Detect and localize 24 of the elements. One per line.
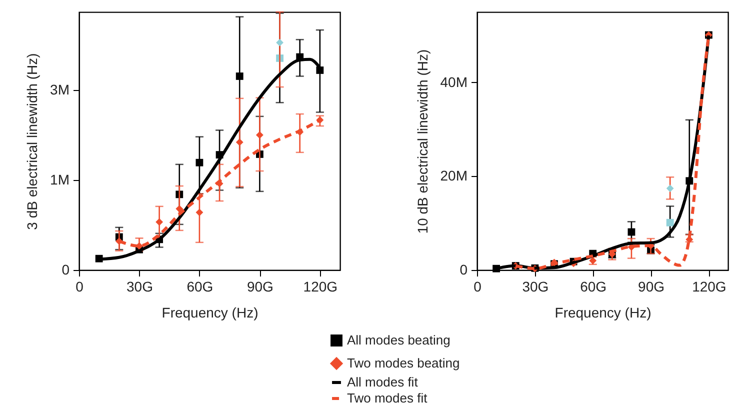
x-tick-label: 120G: [692, 278, 726, 294]
x-axis-title: Frequency (Hz): [162, 304, 258, 320]
x-tick-label: 0: [474, 278, 482, 294]
x-tick-label: 90G: [246, 278, 274, 294]
legend-label: Two modes beating: [347, 356, 460, 370]
y-axis-title: 3 dB electrical linewidth (Hz): [24, 53, 40, 230]
y-tick-label: 1M: [50, 172, 70, 188]
y-tick-label: 0: [460, 262, 468, 278]
y-tick-label: 0: [62, 262, 70, 278]
x-axis-title: Frequency (Hz): [554, 304, 652, 320]
x-tick-label: 30G: [522, 278, 549, 294]
legend-label: Two modes fit: [347, 390, 428, 406]
legend-label: All modes fit: [347, 374, 418, 390]
x-tick-label: 0: [76, 278, 84, 294]
y-tick-label: 3M: [50, 82, 70, 98]
y-tick-label: 40M: [440, 74, 468, 90]
x-tick-label: 90G: [638, 278, 665, 294]
x-tick-label: 60G: [580, 278, 607, 294]
x-tick-label: 60G: [186, 278, 214, 294]
y-axis-title: 10 dB electrical linewidth (Hz): [414, 49, 430, 234]
legend-label: All modes beating: [347, 332, 450, 348]
x-tick-label: 30G: [126, 278, 153, 294]
y-tick-label: 20M: [440, 168, 468, 184]
x-tick-label: 120G: [303, 278, 338, 294]
